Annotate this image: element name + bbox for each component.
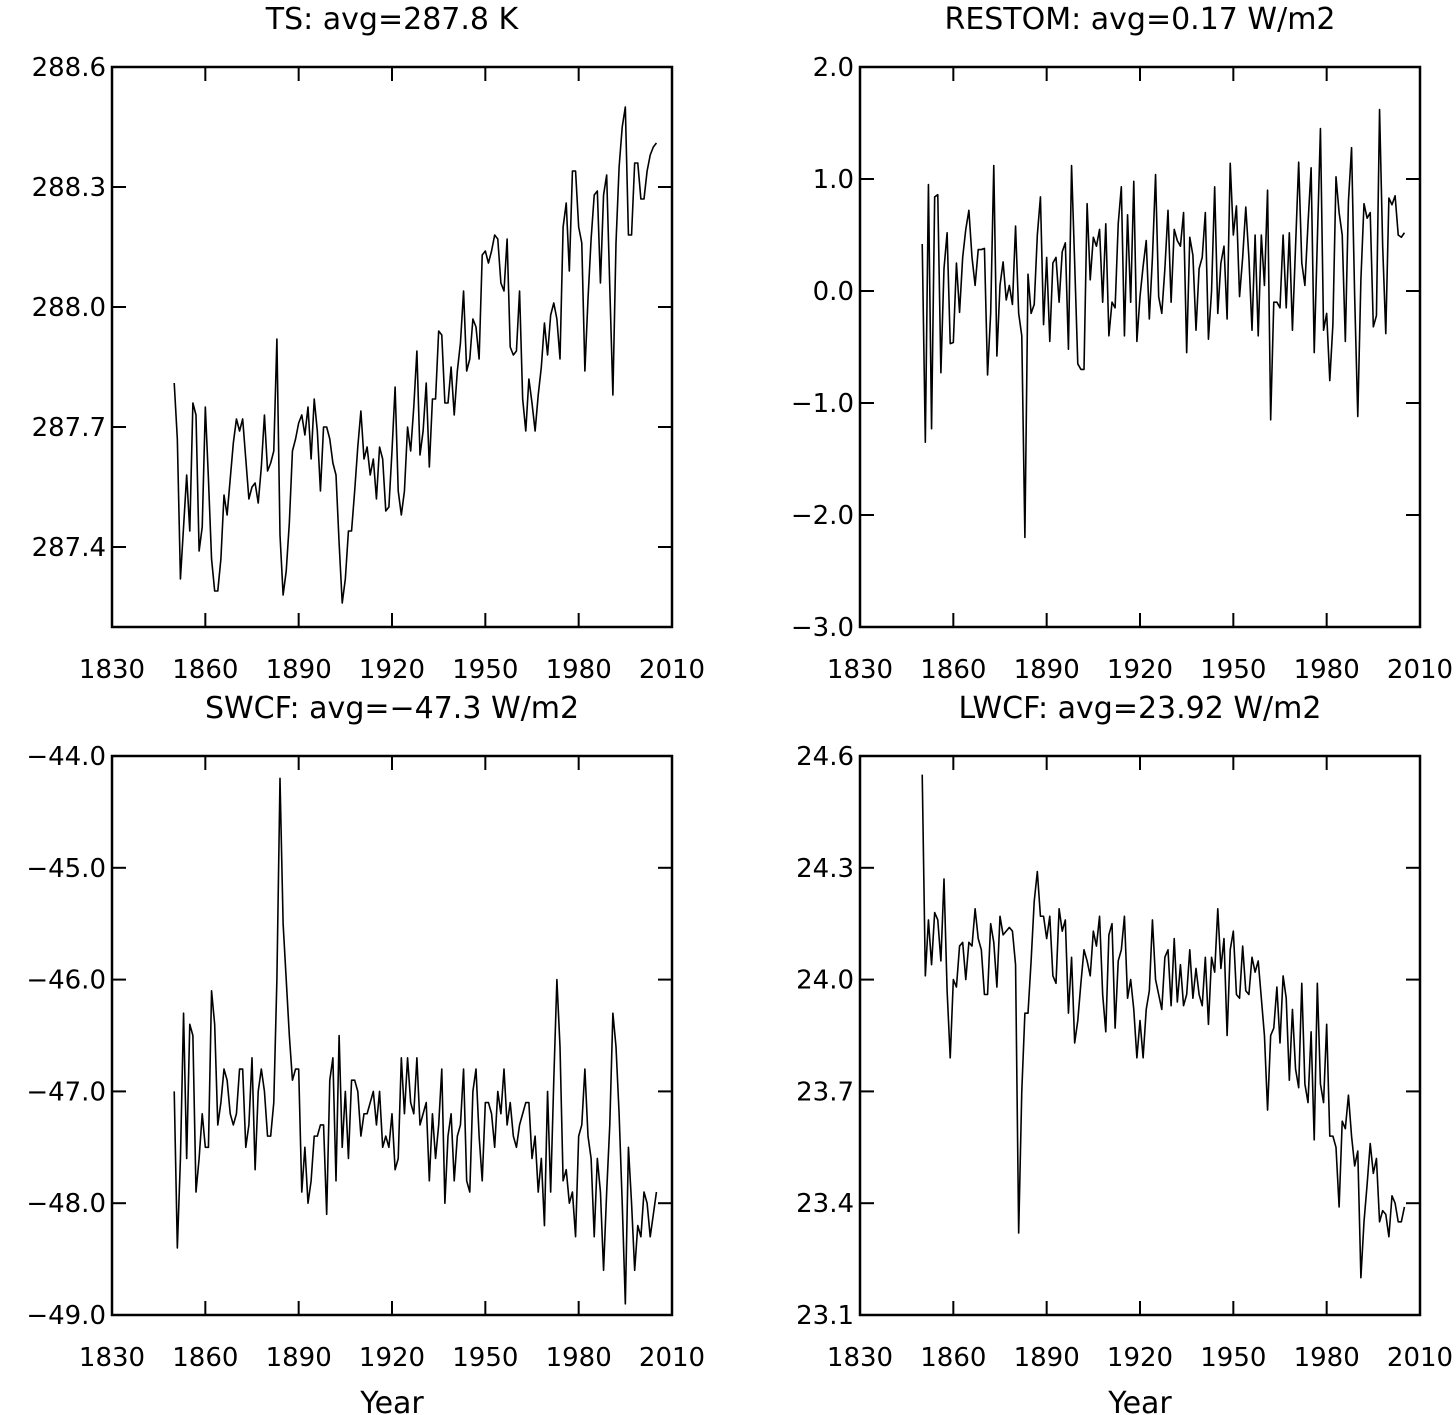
x-tick-label: 1860 bbox=[920, 655, 986, 685]
x-tick-label: 1890 bbox=[1014, 655, 1080, 685]
y-tick-label: 24.6 bbox=[796, 742, 854, 772]
x-tick-label: 2010 bbox=[639, 655, 705, 685]
plot-frame bbox=[110, 65, 674, 629]
plot-frame bbox=[858, 754, 1422, 1317]
x-tick-label: 1830 bbox=[827, 1343, 893, 1373]
x-tick-label: 1980 bbox=[546, 655, 612, 685]
y-tick-label: 288.0 bbox=[32, 293, 106, 323]
x-tick-label: 1830 bbox=[79, 655, 145, 685]
x-tick-label: 1950 bbox=[452, 655, 518, 685]
y-tick-label: 2.0 bbox=[813, 53, 854, 83]
x-axis-label: Year bbox=[1107, 1386, 1172, 1415]
y-tick-label: 288.3 bbox=[32, 173, 106, 203]
x-tick-label: 1920 bbox=[1107, 655, 1173, 685]
chart-title: SWCF: avg=−47.3 W/m2 bbox=[205, 691, 579, 726]
y-tick-label: 23.4 bbox=[796, 1189, 854, 1219]
x-tick-label: 1950 bbox=[452, 1343, 518, 1373]
x-tick-label: 1890 bbox=[1014, 1343, 1080, 1373]
chart-title: TS: avg=287.8 K bbox=[265, 2, 520, 37]
y-tick-label: −1.0 bbox=[791, 389, 854, 419]
y-tick-label: 0.0 bbox=[813, 277, 854, 307]
x-tick-label: 1890 bbox=[266, 1343, 332, 1373]
x-tick-label: 1830 bbox=[827, 655, 893, 685]
plot-frame bbox=[858, 65, 1422, 629]
x-tick-label: 1980 bbox=[1294, 1343, 1360, 1373]
x-tick-label: 1950 bbox=[1200, 655, 1266, 685]
x-tick-label: 1860 bbox=[172, 655, 238, 685]
data-line bbox=[173, 777, 658, 1305]
x-tick-label: 1950 bbox=[1200, 1343, 1266, 1373]
y-tick-label: 287.4 bbox=[32, 533, 106, 563]
y-tick-label: −46.0 bbox=[26, 966, 106, 996]
x-axis-label: Year bbox=[359, 1386, 424, 1415]
x-tick-label: 1920 bbox=[1107, 1343, 1173, 1373]
data-line bbox=[173, 106, 658, 604]
y-tick-label: −2.0 bbox=[791, 501, 854, 531]
y-tick-label: 23.7 bbox=[796, 1077, 854, 1107]
x-tick-label: 2010 bbox=[1387, 655, 1453, 685]
y-tick-label: −45.0 bbox=[26, 854, 106, 884]
x-tick-label: 1890 bbox=[266, 655, 332, 685]
y-tick-label: −3.0 bbox=[791, 613, 854, 643]
x-tick-label: 1980 bbox=[546, 1343, 612, 1373]
data-line bbox=[921, 108, 1406, 539]
y-tick-label: 288.6 bbox=[32, 53, 106, 83]
x-tick-label: 2010 bbox=[1387, 1343, 1453, 1373]
x-tick-label: 1980 bbox=[1294, 655, 1360, 685]
y-tick-label: 24.0 bbox=[796, 966, 854, 996]
chart-title: RESTOM: avg=0.17 W/m2 bbox=[944, 2, 1335, 37]
y-tick-label: 24.3 bbox=[796, 854, 854, 884]
y-tick-label: 1.0 bbox=[813, 165, 854, 195]
x-tick-label: 1830 bbox=[79, 1343, 145, 1373]
chart-title: LWCF: avg=23.92 W/m2 bbox=[959, 691, 1322, 726]
plot-frame bbox=[110, 754, 674, 1317]
x-tick-label: 1860 bbox=[920, 1343, 986, 1373]
x-tick-label: 1860 bbox=[172, 1343, 238, 1373]
y-tick-label: −44.0 bbox=[26, 742, 106, 772]
data-line bbox=[921, 774, 1406, 1279]
y-tick-label: 23.1 bbox=[796, 1301, 854, 1331]
y-tick-label: −49.0 bbox=[26, 1301, 106, 1331]
y-tick-label: −47.0 bbox=[26, 1077, 106, 1107]
x-tick-label: 1920 bbox=[359, 1343, 425, 1373]
x-tick-label: 2010 bbox=[639, 1343, 705, 1373]
y-tick-label: −48.0 bbox=[26, 1189, 106, 1219]
x-tick-label: 1920 bbox=[359, 655, 425, 685]
y-tick-label: 287.7 bbox=[32, 413, 106, 443]
